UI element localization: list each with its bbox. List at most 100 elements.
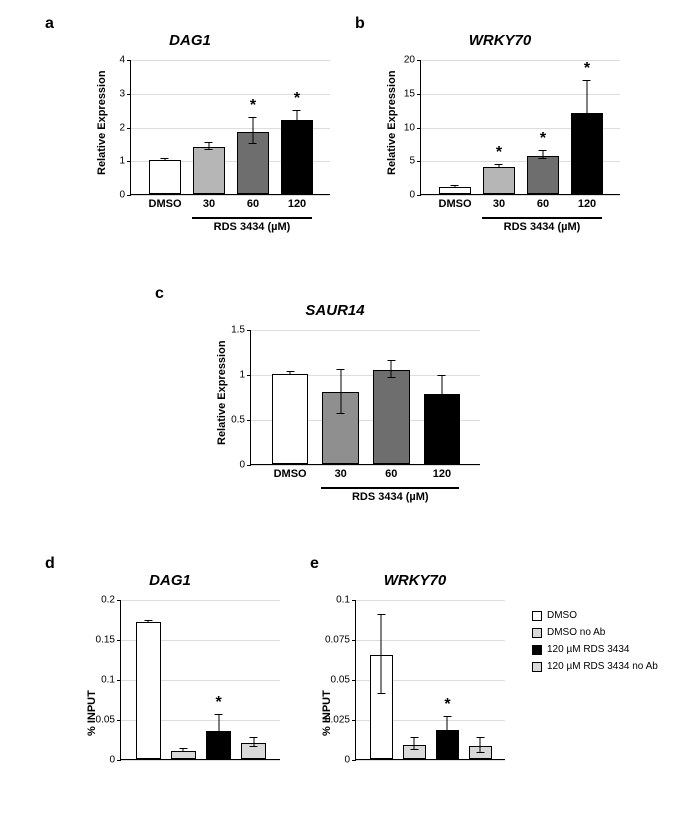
errorbar-b-2 — [542, 150, 543, 158]
legend-swatch-2 — [532, 645, 542, 655]
errorbar-a-0 — [164, 158, 165, 161]
chart-title-d: DAG1 — [45, 572, 295, 589]
ytick-d: 0.1 — [101, 675, 115, 686]
sig-marker-b-2: * — [540, 130, 546, 148]
ytick-a: 1 — [119, 156, 125, 167]
ytick-c: 0 — [239, 460, 245, 471]
ytick-b: 15 — [404, 88, 415, 99]
bar-a-0 — [149, 160, 181, 194]
sig-marker-b-3: * — [584, 60, 590, 78]
condition-label-a: RDS 3434 (µM) — [192, 217, 312, 233]
xlabel-c-0: DMSO — [274, 468, 307, 480]
panel-label-e: e — [310, 555, 319, 573]
errorbar-b-0 — [454, 185, 455, 188]
sig-marker-a-3: * — [294, 90, 300, 108]
legend-item-2: 120 µM RDS 3434 — [532, 644, 658, 655]
sig-marker-a-2: * — [250, 97, 256, 115]
errorbar-e-0 — [381, 614, 382, 694]
ytick-d: 0.15 — [96, 635, 115, 646]
ytick-d: 0.2 — [101, 595, 115, 606]
ytick-a: 0 — [119, 190, 125, 201]
chart-area-d: 00.050.10.150.2* — [120, 600, 280, 760]
xlabel-c-2: 60 — [385, 468, 397, 480]
ytick-b: 0 — [409, 190, 415, 201]
bar-d-3 — [241, 743, 266, 759]
ytick-c: 0.5 — [231, 415, 245, 426]
panel-label-b: b — [355, 15, 365, 33]
chart-title-e: WRKY70 — [310, 572, 520, 589]
bar-e-2: * — [436, 730, 460, 759]
xlabel-a-2: 60 — [247, 198, 259, 210]
legend-swatch-3 — [532, 662, 542, 672]
bar-b-0 — [439, 187, 471, 194]
panel-c: cSAUR14 00.511.5DMSO3060120 Relative Expre… — [155, 285, 515, 515]
legend-item-3: 120 µM RDS 3434 no Ab — [532, 661, 658, 672]
ylabel-b: Relative Expression — [386, 70, 398, 175]
ytick-a: 3 — [119, 88, 125, 99]
condition-label-c: RDS 3434 (µM) — [321, 487, 459, 503]
legend-item-0: DMSO — [532, 610, 658, 621]
bar-a-2: * — [237, 132, 269, 194]
errorbar-d-1 — [183, 748, 184, 753]
condition-label-b: RDS 3434 (µM) — [482, 217, 602, 233]
bar-e-3 — [469, 746, 493, 759]
panel-label-d: d — [45, 555, 55, 573]
errorbar-a-2 — [252, 117, 253, 144]
errorbar-c-1 — [340, 369, 341, 414]
xlabel-a-0: DMSO — [149, 198, 182, 210]
xlabel-a-1: 30 — [203, 198, 215, 210]
errorbar-e-3 — [480, 737, 481, 753]
bar-e-1 — [403, 745, 427, 759]
panel-a: aDAG101234**DMSO3060120Relative Expressi… — [45, 15, 335, 245]
ylabel-c: Relative Expression — [216, 340, 228, 445]
xlabel-b-2: 60 — [537, 198, 549, 210]
panel-b: bWRKY7005101520***DMSO3060120Relative Ex… — [355, 15, 645, 245]
errorbar-c-2 — [391, 360, 392, 378]
legend-label-3: 120 µM RDS 3434 no Ab — [547, 661, 658, 672]
bar-a-1 — [193, 147, 225, 194]
panel-label-c: c — [155, 285, 164, 303]
bar-c-3 — [424, 394, 460, 464]
ylabel-d: % INPUT — [86, 690, 98, 736]
chart-title-a: DAG1 — [45, 32, 335, 49]
chart-area-b: 05101520***DMSO3060120 — [420, 60, 620, 195]
ytick-c: 1.5 — [231, 325, 245, 336]
chart-title-c: SAUR14 — [155, 302, 515, 319]
bar-b-2: * — [527, 156, 559, 194]
ytick-e: 0.1 — [336, 595, 350, 606]
errorbar-e-1 — [414, 737, 415, 750]
legend-label-2: 120 µM RDS 3434 — [547, 644, 629, 655]
ytick-b: 10 — [404, 122, 415, 133]
sig-marker-e-2: * — [444, 696, 450, 714]
errorbar-b-1 — [498, 164, 499, 168]
ytick-b: 20 — [404, 55, 415, 66]
bar-d-0 — [136, 622, 161, 759]
errorbar-c-0 — [290, 371, 291, 375]
chart-title-b: WRKY70 — [355, 32, 645, 49]
errorbar-e-2 — [447, 716, 448, 742]
ylabel-e: % INPUT — [321, 690, 333, 736]
bar-d-1 — [171, 751, 196, 759]
legend-label-1: DMSO no Ab — [547, 627, 605, 638]
legend-de: DMSO DMSO no Ab 120 µM RDS 3434 120 µM RDS … — [532, 610, 658, 678]
ytick-e: 0 — [344, 755, 350, 766]
legend-item-1: DMSO no Ab — [532, 627, 658, 638]
bar-a-3: * — [281, 120, 313, 194]
chart-area-e: 00.0250.050.0750.1* — [355, 600, 505, 760]
legend-swatch-1 — [532, 628, 542, 638]
ytick-b: 5 — [409, 156, 415, 167]
errorbar-c-3 — [441, 375, 442, 411]
ytick-a: 2 — [119, 122, 125, 133]
sig-marker-b-1: * — [496, 144, 502, 162]
chart-area-c: 00.511.5DMSO3060120 — [250, 330, 480, 465]
xlabel-b-1: 30 — [493, 198, 505, 210]
bar-d-2: * — [206, 731, 231, 759]
ytick-e: 0.05 — [331, 675, 350, 686]
legend-label-0: DMSO — [547, 610, 577, 621]
chart-area-a: 01234**DMSO3060120 — [130, 60, 330, 195]
errorbar-d-2 — [218, 714, 219, 746]
bar-c-0 — [272, 374, 308, 464]
xlabel-c-3: 120 — [433, 468, 451, 480]
ytick-d: 0 — [109, 755, 115, 766]
errorbar-a-3 — [296, 110, 297, 127]
